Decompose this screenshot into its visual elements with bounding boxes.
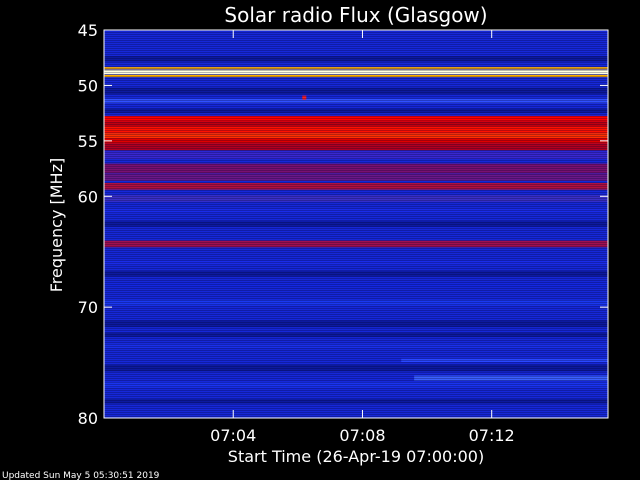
- x-tick-label: 07:08: [339, 426, 385, 445]
- x-tick-labels: 07:04 07:08 07:12: [210, 426, 515, 445]
- axes: [103, 29, 609, 419]
- y-tick-label: 45: [78, 21, 98, 40]
- y-tick-label: 55: [78, 132, 98, 151]
- y-tick-label: 80: [78, 409, 98, 428]
- y-tick-labels: 45 50 55 60 70 80: [78, 21, 98, 428]
- chart-title: Solar radio Flux (Glasgow): [224, 3, 487, 27]
- y-tick-label: 70: [78, 298, 98, 317]
- plot-frame: [103, 29, 609, 419]
- x-tick-label: 07:12: [469, 426, 515, 445]
- plot-area: [104, 30, 608, 418]
- y-tick-label: 60: [78, 187, 98, 206]
- texture-overlay: [104, 30, 608, 418]
- y-axis-title: Frequency [MHz]: [47, 158, 66, 292]
- x-axis-title: Start Time (26-Apr-19 07:00:00): [228, 447, 484, 466]
- updated-timestamp: Updated Sun May 5 05:30:51 2019: [2, 471, 160, 480]
- x-tick-label: 07:04: [210, 426, 256, 445]
- y-tick-label: 50: [78, 76, 98, 95]
